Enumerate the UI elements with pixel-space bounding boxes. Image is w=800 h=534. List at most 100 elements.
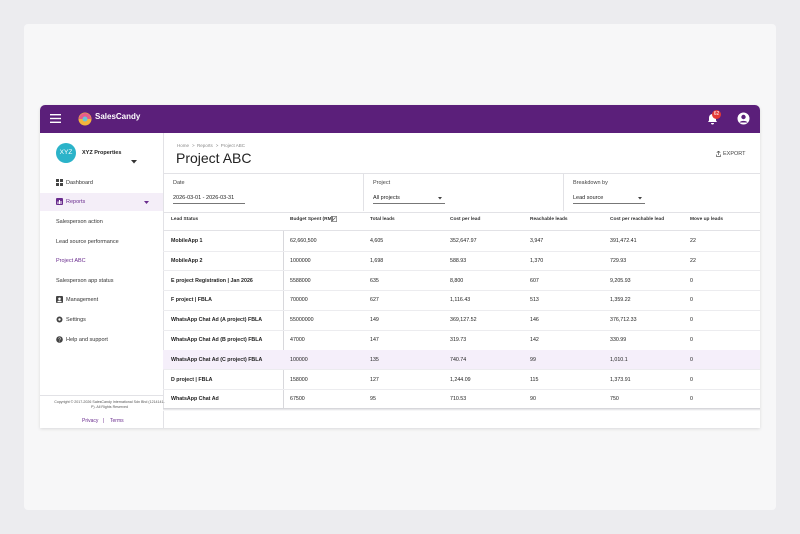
column-header[interactable]: Total leads (370, 217, 395, 222)
filter-divider (363, 173, 364, 211)
table-cell[interactable]: 100000 (290, 356, 308, 363)
nav-icon (56, 179, 63, 186)
filter-divider (563, 173, 564, 211)
nav-icon-graphic: ? (56, 336, 63, 344)
table-cell: 99 (530, 356, 536, 363)
table-cell[interactable]: 67500 (290, 396, 305, 403)
table-cell: 22 (690, 257, 696, 264)
row-divider (163, 290, 760, 292)
filter-value[interactable]: 2026-03-01 - 2026-03-31 (173, 195, 235, 201)
breadcrumb-item[interactable]: Home (177, 143, 190, 148)
table-cell: 149 (370, 317, 379, 324)
nav-icon-graphic (56, 316, 63, 323)
table-cell: 391,472.41 (610, 238, 637, 244)
filter-value[interactable]: Lead source (573, 195, 604, 201)
table-cell: 0 (690, 277, 693, 284)
breadcrumb-separator: > (215, 143, 219, 148)
export-button[interactable]: EXPORT (723, 151, 746, 157)
nav-subitem[interactable]: Project ABC (56, 257, 86, 264)
row-divider (163, 369, 760, 371)
breadcrumb-item[interactable]: Reports (197, 143, 213, 148)
nav-item[interactable]: Help and support (66, 336, 108, 343)
table-cell: 0 (690, 317, 693, 324)
notification-badge: 62 (712, 110, 721, 119)
filter-value[interactable]: All projects (373, 195, 400, 201)
nav-subitem[interactable]: Salesperson action (56, 218, 103, 225)
row-label: WhatsApp Chat Ad (171, 396, 219, 403)
nav-icon (56, 296, 63, 303)
table-cell: 1,698 (370, 257, 384, 264)
table-cell: 750 (610, 396, 619, 403)
sidebar (40, 133, 164, 428)
nav-icon-graphic (56, 179, 63, 186)
profile-icon[interactable] (737, 112, 750, 125)
filter-dropdown[interactable] (638, 196, 642, 200)
nav-item[interactable]: Settings (66, 316, 86, 323)
table-cell: 1,359.22 (610, 297, 631, 304)
table-cell[interactable]: 55000000 (290, 317, 314, 324)
export-icon-graphic (716, 150, 721, 157)
column-header[interactable]: Budget Spent (RM) (290, 217, 334, 222)
table-cell: 22 (690, 238, 696, 244)
edit-icon[interactable] (331, 216, 337, 222)
svg-text:?: ? (58, 338, 61, 343)
export-icon[interactable] (716, 150, 721, 157)
table-cell[interactable]: 62,660,500 (290, 238, 317, 244)
table-cell: 1,373.91 (610, 376, 631, 383)
table-cell: 607 (530, 277, 539, 284)
table-cell: 90 (530, 396, 536, 403)
table-cell: 142 (530, 337, 539, 343)
nav-subitem[interactable]: Salesperson app status (56, 277, 114, 284)
nav-icon-graphic (56, 198, 63, 205)
column-header[interactable]: Move up leads (690, 217, 724, 222)
table-cell: 146 (530, 317, 539, 324)
menu-icon[interactable] (50, 114, 61, 123)
filter-dropdown-graphic (638, 197, 642, 200)
footer-link[interactable]: Terms (110, 418, 124, 424)
nav-expand[interactable] (144, 200, 149, 204)
app-window: SalesCandy 62 XYZ XYZ Properties Dashboard… (40, 105, 760, 428)
row-label: WhatsApp Chat Ad (A project) FBLA (171, 317, 263, 324)
footer-link[interactable]: Privacy (82, 418, 99, 424)
table-cell: 710.53 (450, 396, 467, 403)
table-cell: 0 (690, 337, 693, 343)
row-divider (163, 389, 760, 391)
nav-item[interactable]: Management (66, 296, 99, 303)
account-avatar: XYZ (56, 143, 76, 163)
nav-active-bg (40, 193, 163, 211)
nav-icon (56, 198, 63, 205)
column-header[interactable]: Lead Status (171, 217, 199, 222)
row-label: D project | FBLA (171, 376, 213, 383)
filter-underline (173, 203, 245, 204)
table-cell: 135 (370, 356, 379, 363)
nav-item[interactable]: Reports (66, 198, 86, 205)
table-cell: 376,712.33 (610, 317, 637, 324)
table-cell[interactable]: 700000 (290, 297, 308, 304)
copyright: Copyright © 2017-2026 SalesCandy Interna… (54, 400, 165, 409)
column-header[interactable]: Reachable leads (530, 217, 568, 222)
nav-item[interactable]: Dashboard (66, 179, 93, 186)
table-cell: 127 (370, 376, 379, 383)
table-cell: 147 (370, 337, 379, 343)
table-cell: 0 (690, 396, 693, 403)
table-cell: 588.93 (450, 257, 467, 264)
column-header[interactable]: Cost per lead (450, 217, 481, 222)
account-name[interactable]: XYZ Properties (82, 150, 122, 156)
table-cell: 635 (370, 277, 379, 284)
table-cell: 1,010.1 (610, 356, 628, 363)
edit-icon-graphic (331, 216, 337, 222)
filter-panel (163, 173, 760, 213)
table-cell: 330.99 (610, 337, 627, 343)
table-cell[interactable]: 5588000 (290, 277, 311, 284)
nav-subitem[interactable]: Lead source performance (56, 238, 119, 245)
brand-logo (78, 112, 92, 126)
table-cell: 1,244.09 (450, 376, 471, 383)
footer-separator: | (103, 418, 105, 424)
row-divider (163, 270, 760, 272)
filter-dropdown[interactable] (438, 196, 442, 200)
table-cell[interactable]: 158000 (290, 376, 308, 383)
table-cell[interactable]: 1000000 (290, 257, 311, 264)
table-cell[interactable]: 47000 (290, 337, 305, 343)
account-dropdown[interactable] (131, 151, 137, 169)
column-header[interactable]: Cost per reachable lead (610, 217, 665, 222)
